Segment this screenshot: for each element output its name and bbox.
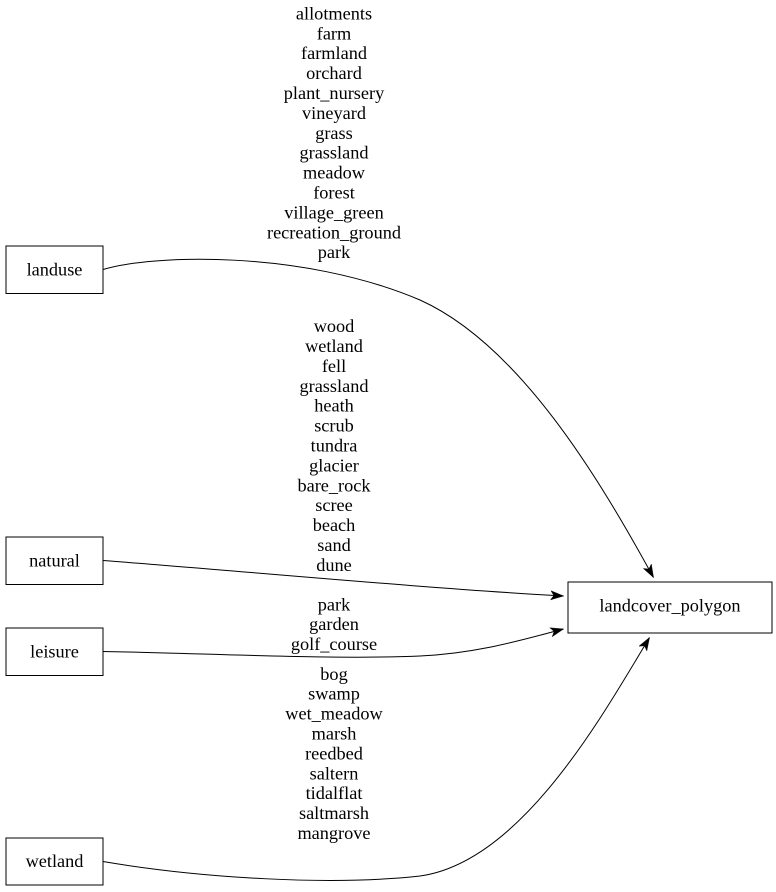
svg-text:wet_meadow: wet_meadow — [285, 704, 383, 724]
svg-text:golf_course: golf_course — [291, 634, 377, 654]
svg-text:allotments: allotments — [296, 3, 372, 23]
svg-text:saltmarsh: saltmarsh — [299, 803, 369, 823]
svg-text:glacier: glacier — [309, 455, 359, 475]
svg-text:tundra: tundra — [311, 436, 358, 456]
svg-text:forest: forest — [313, 183, 355, 203]
svg-text:park: park — [318, 242, 351, 262]
svg-text:grassland: grassland — [299, 376, 368, 396]
svg-text:grass: grass — [315, 123, 353, 143]
svg-text:landcover_polygon: landcover_polygon — [599, 596, 740, 616]
svg-text:garden: garden — [309, 614, 359, 634]
svg-text:tidalflat: tidalflat — [306, 783, 363, 803]
svg-text:heath: heath — [314, 396, 354, 416]
svg-text:park: park — [318, 594, 351, 614]
svg-text:sand: sand — [317, 535, 351, 555]
svg-text:landuse: landuse — [27, 260, 83, 280]
svg-text:scrub: scrub — [314, 416, 354, 436]
svg-text:natural: natural — [29, 551, 80, 571]
svg-text:saltern: saltern — [310, 763, 359, 783]
svg-text:farmland: farmland — [301, 43, 367, 63]
svg-text:bare_rock: bare_rock — [297, 475, 371, 495]
svg-text:leisure: leisure — [30, 642, 79, 662]
svg-text:wetland: wetland — [26, 851, 84, 871]
svg-text:farm: farm — [317, 23, 352, 43]
svg-text:dune: dune — [316, 555, 352, 575]
svg-text:reedbed: reedbed — [305, 743, 363, 763]
svg-text:meadow: meadow — [303, 163, 366, 183]
svg-text:grassland: grassland — [299, 143, 368, 163]
svg-text:fell: fell — [322, 356, 346, 376]
svg-text:orchard: orchard — [306, 63, 362, 83]
svg-text:recreation_ground: recreation_ground — [267, 222, 401, 242]
svg-text:marsh: marsh — [312, 724, 357, 744]
svg-text:beach: beach — [313, 515, 356, 535]
svg-text:wood: wood — [314, 316, 355, 336]
svg-text:mangrove: mangrove — [297, 823, 370, 843]
svg-text:vineyard: vineyard — [302, 103, 366, 123]
svg-text:village_green: village_green — [284, 202, 384, 222]
svg-text:swamp: swamp — [308, 684, 360, 704]
svg-text:bog: bog — [320, 664, 347, 684]
svg-text:plant_nursery: plant_nursery — [284, 83, 385, 103]
svg-text:wetland: wetland — [305, 336, 363, 356]
svg-text:scree: scree — [315, 495, 353, 515]
